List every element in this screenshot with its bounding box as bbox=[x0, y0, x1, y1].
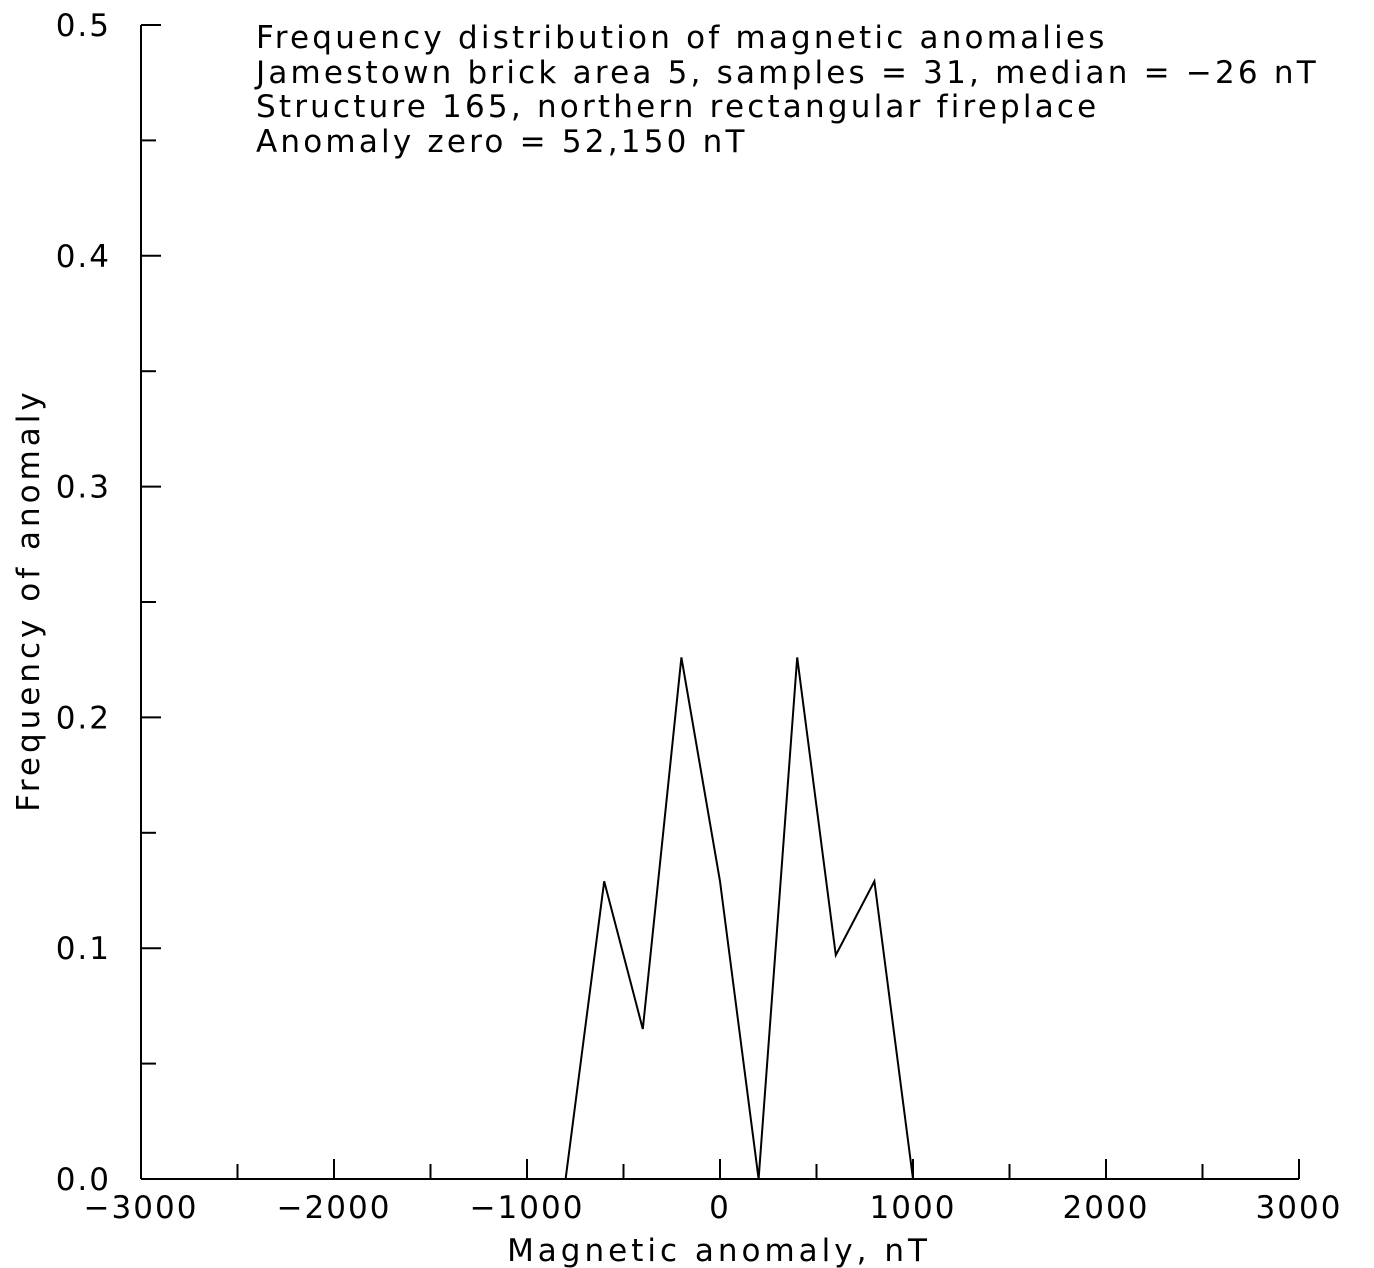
y-tick-label: 0.5 bbox=[56, 8, 111, 44]
series-line bbox=[141, 657, 1299, 1180]
y-tick-label: 0.0 bbox=[56, 1162, 111, 1198]
title-line-3: Structure 165, northern rectangular fire… bbox=[256, 89, 1099, 125]
title-line-1: Frequency distribution of magnetic anoma… bbox=[256, 20, 1108, 56]
y-tick-label: 0.3 bbox=[56, 470, 111, 506]
y-axis-label: Frequency of anomaly bbox=[11, 388, 47, 812]
y-tick-label: 0.1 bbox=[56, 931, 111, 967]
y-tick-label: 0.4 bbox=[56, 239, 111, 275]
plot-area bbox=[141, 657, 1299, 1180]
x-tick-label: −2000 bbox=[277, 1190, 392, 1226]
y-tick-label: 0.2 bbox=[56, 700, 111, 736]
x-tick-label: 3000 bbox=[1256, 1190, 1343, 1226]
x-tick-label: 1000 bbox=[870, 1190, 957, 1226]
x-tick-label: −3000 bbox=[84, 1190, 199, 1226]
title-line-4: Anomaly zero = 52,150 nT bbox=[256, 124, 748, 160]
chart-title: Frequency distribution of magnetic anoma… bbox=[254, 20, 1319, 160]
x-axis-label: Magnetic anomaly, nT bbox=[507, 1233, 931, 1268]
x-tick-label: 0 bbox=[709, 1190, 731, 1226]
x-tick-label: 2000 bbox=[1063, 1190, 1150, 1226]
axes: −3000 −2000 −1000 0 1000 2000 3000 0.0 0.1 0.2 0.3… bbox=[56, 8, 1343, 1226]
x-tick-label: −1000 bbox=[470, 1190, 585, 1226]
title-line-2: Jamestown brick area 5, samples = 31, me… bbox=[254, 55, 1319, 91]
